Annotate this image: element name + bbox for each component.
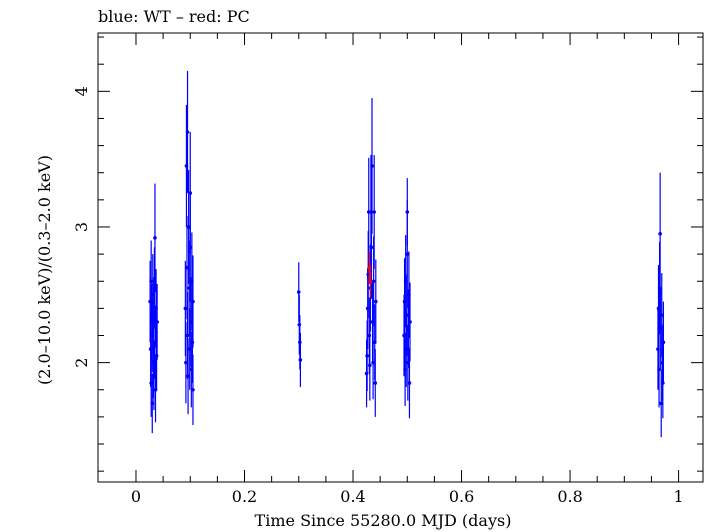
x-tick-label: 0.6 bbox=[449, 487, 474, 506]
data-point bbox=[659, 401, 664, 406]
data-point bbox=[188, 245, 193, 250]
data-point bbox=[373, 381, 378, 385]
data-point bbox=[191, 387, 195, 392]
data-point bbox=[371, 279, 376, 284]
data-point bbox=[658, 231, 662, 236]
data-point bbox=[298, 358, 303, 362]
plot-frame bbox=[97, 32, 704, 483]
data-point bbox=[183, 306, 188, 311]
x-tick-label: 0 bbox=[131, 487, 141, 506]
data-point bbox=[153, 236, 157, 240]
x-tick-label: 0.2 bbox=[232, 487, 257, 506]
data-point bbox=[661, 340, 666, 345]
y-axis: 2 3 4 bbox=[72, 36, 703, 472]
data-point bbox=[374, 299, 378, 304]
data-point bbox=[407, 381, 412, 385]
data-point bbox=[372, 210, 376, 214]
y-tick-label: 4 bbox=[72, 86, 91, 96]
data-point bbox=[404, 313, 409, 317]
data-point bbox=[369, 245, 374, 250]
data-point bbox=[296, 290, 301, 294]
data-point bbox=[405, 252, 410, 256]
x-tick-label: 0.4 bbox=[340, 487, 365, 506]
data-point bbox=[185, 333, 190, 338]
data-point bbox=[371, 360, 375, 365]
y-tick-label: 3 bbox=[72, 222, 91, 232]
data-point bbox=[184, 360, 188, 365]
data-point bbox=[370, 164, 374, 168]
x-tick-label: 1 bbox=[673, 487, 683, 506]
data-point bbox=[185, 265, 189, 270]
data-point bbox=[150, 401, 155, 406]
data-point bbox=[186, 225, 191, 229]
chart-title: blue: WT – red: PC bbox=[98, 7, 250, 26]
data-point bbox=[368, 279, 373, 284]
data-point bbox=[368, 363, 372, 368]
series-group bbox=[148, 70, 666, 438]
y-axis-label: (2.0–10.0 keV)/(0.3–2.0 keV) bbox=[35, 155, 54, 385]
data-point bbox=[365, 354, 369, 358]
data-point bbox=[191, 299, 195, 304]
data-point bbox=[155, 320, 159, 324]
data-point bbox=[185, 130, 190, 134]
series-group bbox=[367, 251, 373, 298]
x-axis-label: Time Since 55280.0 MJD (days) bbox=[255, 511, 512, 530]
data-point bbox=[657, 367, 661, 372]
y-tick-label: 2 bbox=[72, 358, 91, 368]
data-series bbox=[148, 70, 666, 438]
x-axis: 0 0.2 0.4 0.6 0.8 1 bbox=[131, 33, 684, 506]
data-point bbox=[149, 279, 153, 284]
data-point bbox=[408, 320, 412, 324]
x-tick-label: 0.8 bbox=[557, 487, 582, 506]
data-point bbox=[405, 210, 410, 214]
data-point bbox=[659, 313, 664, 317]
data-point bbox=[186, 374, 190, 378]
